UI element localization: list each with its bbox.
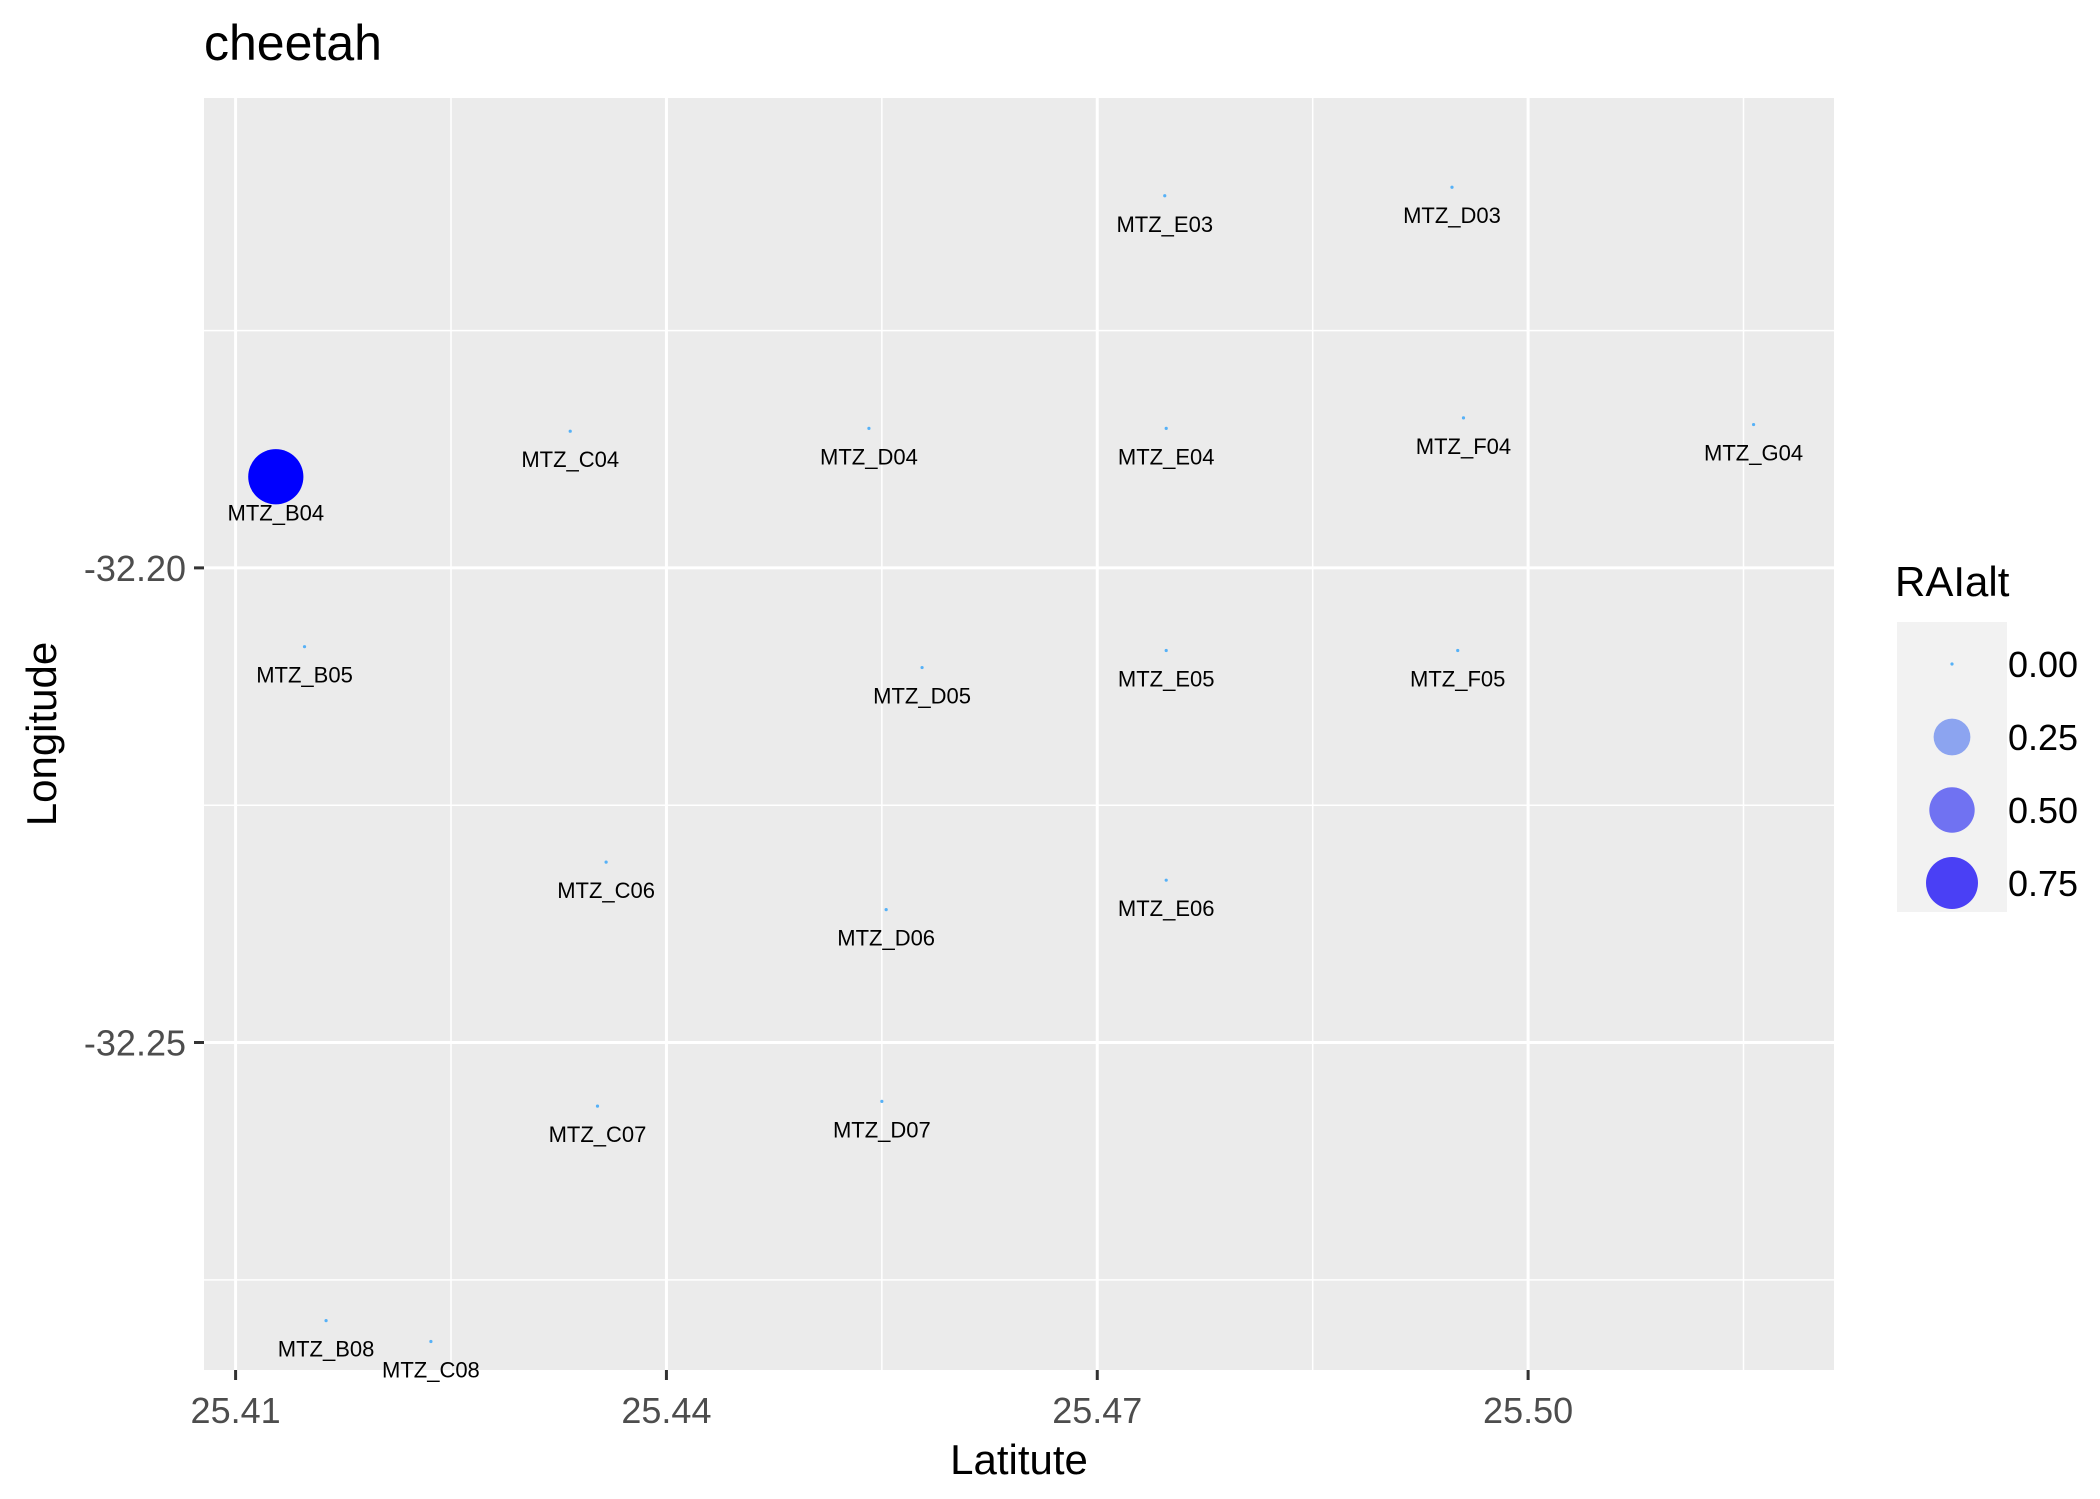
data-point: [595, 1104, 600, 1108]
y-axis-title: Longitude: [18, 642, 65, 827]
point-label: MTZ_D05: [873, 684, 971, 709]
data-point: [884, 908, 888, 912]
legend-title: RAIalt: [1895, 558, 2010, 605]
legend-key: [1950, 662, 1954, 666]
x-tick-label: 25.44: [621, 1390, 711, 1431]
y-tick-label: -32.20: [84, 548, 186, 589]
point-label: MTZ_B04: [228, 500, 325, 525]
point-labels: MTZ_B04 MTZ_C04 MTZ_D04 MTZ_E04 MTZ_F04 MTZ_G…: [228, 203, 1804, 1382]
x-axis: 25.41 25.44 25.47 25.50: [191, 1370, 1573, 1431]
legend-label: 0.50: [2008, 790, 2078, 831]
plot-panel: [204, 98, 1834, 1370]
point-label: MTZ_F05: [1410, 666, 1505, 691]
point-label: MTZ_C07: [549, 1122, 647, 1147]
minor-gridlines: [204, 98, 1834, 1370]
x-tick-label: 25.50: [1483, 1390, 1573, 1431]
data-point: [324, 1319, 328, 1323]
point-label: MTZ_D07: [833, 1117, 931, 1142]
point-label: MTZ_C06: [557, 878, 655, 903]
point-label: MTZ_D03: [1403, 203, 1501, 228]
point-label: MTZ_G04: [1704, 441, 1803, 466]
x-tick-label: 25.41: [191, 1390, 281, 1431]
data-point: [1461, 416, 1466, 420]
point-label: MTZ_B08: [278, 1337, 375, 1362]
legend-label: 0.75: [2008, 863, 2078, 904]
point-label: MTZ_E05: [1118, 666, 1215, 691]
point-label: MTZ_D04: [820, 444, 918, 469]
data-point: [568, 429, 572, 433]
data-point: [1164, 426, 1168, 430]
data-point: [880, 1099, 884, 1103]
y-axis: -32.20 -32.25: [84, 548, 204, 1064]
point-label: MTZ_F04: [1416, 434, 1511, 459]
data-point: [1163, 194, 1167, 198]
point-label: MTZ_E04: [1118, 444, 1215, 469]
data-point: [867, 426, 871, 430]
major-gridlines: [204, 98, 1834, 1370]
legend-label: 0.25: [2008, 717, 2078, 758]
y-tick-label: -32.25: [84, 1023, 186, 1064]
data-point: [604, 860, 608, 864]
data-point: [1164, 878, 1168, 882]
point-label: MTZ_E06: [1118, 896, 1215, 921]
data-point: [1751, 422, 1756, 427]
point-label: MTZ_B05: [256, 663, 353, 688]
legend-key: [1933, 718, 1971, 756]
data-points: [248, 185, 1756, 1344]
data-point: [248, 449, 304, 505]
data-point: [302, 645, 307, 649]
legend-key: [1929, 787, 1975, 833]
legend-label: 0.00: [2008, 644, 2078, 685]
legend-key: [1926, 857, 1978, 909]
data-point: [1164, 648, 1168, 653]
point-label: MTZ_C04: [521, 447, 619, 472]
point-label: MTZ_C08: [382, 1358, 480, 1383]
chart-title: cheetah: [204, 15, 382, 71]
data-point: [429, 1339, 433, 1344]
x-tick-label: 25.47: [1052, 1390, 1142, 1431]
point-label: MTZ_D06: [837, 926, 935, 951]
legend-entries: 0.00 0.25 0.50 0.75: [1926, 644, 2078, 909]
x-axis-title: Latitute: [950, 1436, 1088, 1483]
data-point: [1456, 648, 1460, 653]
data-point: [920, 665, 924, 670]
data-point: [1450, 185, 1454, 189]
legend: RAIalt 0.00 0.25 0.50 0.75: [1895, 558, 2078, 912]
point-label: MTZ_E03: [1116, 212, 1213, 237]
